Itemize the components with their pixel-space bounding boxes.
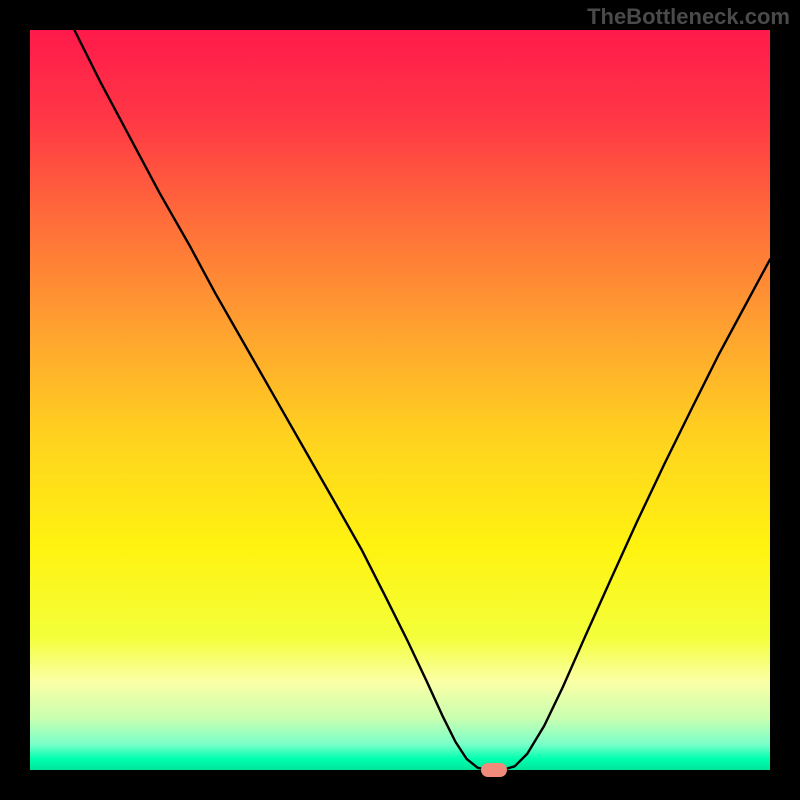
chart-stage: TheBottleneck.com [0,0,800,800]
bottleneck-chart [0,0,800,800]
heat-gradient-plot [30,30,770,770]
optimal-point-marker [481,763,507,777]
